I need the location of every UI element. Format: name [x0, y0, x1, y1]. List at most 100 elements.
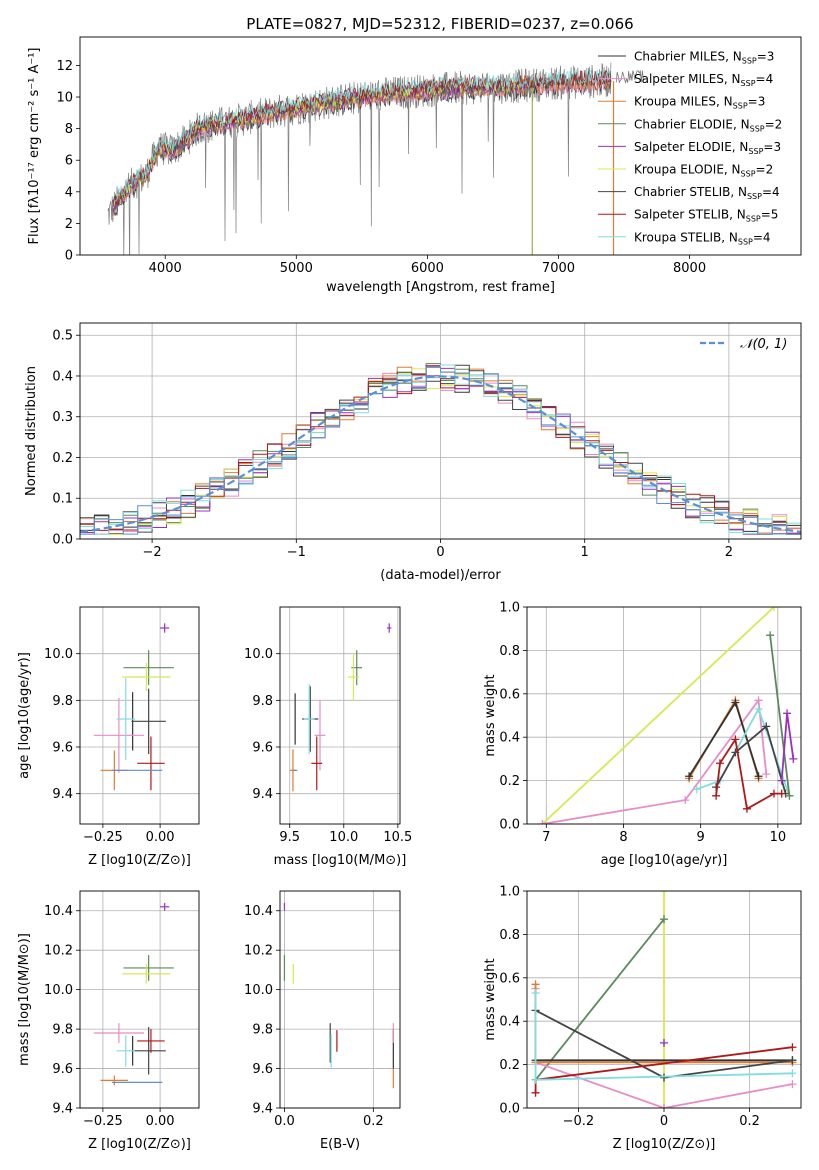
weight-series-line — [542, 697, 768, 824]
spectrum-model-line — [112, 79, 533, 211]
y-axis-label: mass weight — [483, 674, 498, 756]
x-tick-label: 8 — [619, 830, 627, 845]
y-tick-label: 0.0 — [499, 818, 520, 833]
gaussian-curve — [80, 375, 801, 533]
weight-series-line — [715, 724, 787, 794]
weight-marker — [531, 988, 540, 997]
y-tick-label: 10.0 — [44, 647, 73, 662]
y-tick-label: 0.3 — [52, 410, 73, 425]
y-tick-label: 9.8 — [52, 694, 73, 709]
legend-entry: Chabrier STELIB, NSSP=4 — [634, 185, 780, 201]
x-tick-label: 5000 — [280, 261, 313, 276]
x-tick-label: 4000 — [149, 261, 182, 276]
axes-frame — [79, 322, 802, 540]
y-tick-label: 10 — [56, 91, 73, 106]
weight-marker — [788, 1080, 797, 1089]
weight-marker — [681, 796, 690, 805]
y-axis-label: Normed distribution — [24, 366, 39, 496]
y-tick-label: 6 — [65, 154, 73, 169]
spectrum-model-line — [112, 68, 612, 209]
y-tick-label: 10.4 — [244, 904, 273, 919]
weight-marker — [788, 1069, 797, 1078]
axes-frame — [279, 606, 401, 825]
chart-mass_vs_Z: −0.25 0.00 9.4 9.6 9.8 10.0 10.2 10.4 Z [log10(Z… — [17, 890, 200, 1152]
x-tick-label: 10 — [770, 830, 787, 845]
weight-series-line — [534, 918, 665, 1081]
histogram-step — [80, 366, 801, 535]
y-axis-label: mass [log10(M/M⊙)] — [17, 933, 32, 1066]
y-tick-label: 0.1 — [52, 492, 73, 507]
legend-entry: 𝒩(0, 1) — [740, 337, 787, 352]
chart-weight_vs_age: 7 8 9 10 0.0 0.2 0.4 0.6 0.8 1.0 age [log10(age/yr… — [483, 601, 802, 868]
weight-marker — [769, 607, 778, 611]
y-tick-label: 10.0 — [244, 647, 273, 662]
axes-frame — [79, 606, 200, 825]
weight-series-line — [541, 607, 775, 824]
weight-marker — [777, 789, 786, 798]
weight-marker — [788, 1043, 797, 1052]
chart-age_vs_Z: −0.25 0.00 9.4 9.6 9.8 10.0 Z [log10(Z/Z⊙)] age… — [17, 606, 200, 868]
error-bars — [93, 623, 174, 791]
spectrum-lines — [107, 62, 644, 255]
x-tick-label: 9.5 — [279, 830, 300, 845]
chart-weight_vs_Z: −0.2 0 0.2 0.0 0.2 0.4 0.6 0.8 1.0 Z [log10(Z/Z⊙)… — [483, 885, 802, 1152]
chart-residuals: −2 −1 0 1 2 0.0 0.1 0.2 0.3 0.4 0.5 (data-model)/er… — [24, 322, 802, 583]
y-tick-label: 0.4 — [52, 369, 73, 384]
x-axis-label: (data-model)/error — [380, 568, 501, 583]
axes-frame — [526, 890, 802, 1109]
y-tick-label: 0.8 — [499, 928, 520, 943]
x-tick-label: 10.0 — [329, 830, 358, 845]
weight-marker — [783, 709, 792, 718]
legend-entry: Chabrier MILES, NSSP=3 — [634, 50, 774, 66]
y-tick-label: 0.0 — [499, 1102, 520, 1117]
y-tick-label: 10.2 — [44, 944, 73, 959]
x-tick-label: 0.2 — [739, 1114, 760, 1129]
y-tick-label: 2 — [65, 217, 73, 232]
axes-frame — [526, 606, 802, 825]
x-tick-label: 0 — [436, 545, 444, 560]
x-tick-label: −0.2 — [563, 1114, 595, 1129]
y-axis-label: age [log10(age/yr)] — [17, 652, 32, 779]
y-tick-label: 9.6 — [52, 1062, 73, 1077]
legend-entry: Kroupa ELODIE, NSSP=2 — [634, 163, 773, 179]
weight-marker — [731, 735, 740, 744]
y-tick-label: 9.6 — [52, 741, 73, 756]
x-axis-label: Z [log10(Z/Z⊙)] — [88, 853, 191, 868]
weight-marker — [766, 631, 775, 640]
weight-marker — [762, 770, 771, 779]
y-tick-label: 10.0 — [44, 983, 73, 998]
weight-marker — [742, 804, 751, 813]
weight-series-line — [688, 698, 760, 779]
weight-marker — [788, 1056, 797, 1065]
axes-frame — [79, 890, 200, 1109]
weight-marker — [731, 698, 740, 707]
weight-marker — [712, 791, 721, 800]
x-tick-label: −0.25 — [83, 1114, 123, 1129]
y-tick-label: 9.6 — [252, 1062, 273, 1077]
y-tick-label: 9.4 — [252, 1102, 273, 1117]
chart-spectrum: 4000 5000 6000 7000 8000 0 2 4 6 8 10 12 wavelength … — [27, 36, 802, 295]
spectrum-data-line — [107, 62, 612, 255]
y-tick-label: 4 — [65, 185, 73, 200]
x-tick-label: 2 — [725, 545, 733, 560]
weight-marker — [660, 915, 668, 924]
x-tick-label: 0.2 — [363, 1114, 384, 1129]
y-tick-label: 0.2 — [499, 1058, 520, 1073]
x-tick-label: 0.0 — [274, 1114, 295, 1129]
x-tick-label: 0.00 — [146, 830, 175, 845]
y-tick-label: 0.4 — [499, 731, 520, 746]
y-tick-label: 0.2 — [499, 774, 520, 789]
x-tick-label: 9 — [697, 830, 705, 845]
weight-marker — [660, 1073, 668, 1082]
weight-marker — [531, 1075, 540, 1084]
y-tick-label: 0.8 — [499, 644, 520, 659]
weight-lines — [531, 891, 797, 1108]
legend-entry: Salpeter ELODIE, NSSP=3 — [634, 140, 781, 156]
error-bars — [289, 623, 392, 792]
y-tick-label: 9.4 — [52, 1102, 73, 1117]
y-tick-label: 1.0 — [499, 885, 520, 900]
weight-marker — [785, 791, 794, 800]
error-bars — [283, 902, 394, 1089]
y-tick-label: 0.0 — [52, 533, 73, 548]
